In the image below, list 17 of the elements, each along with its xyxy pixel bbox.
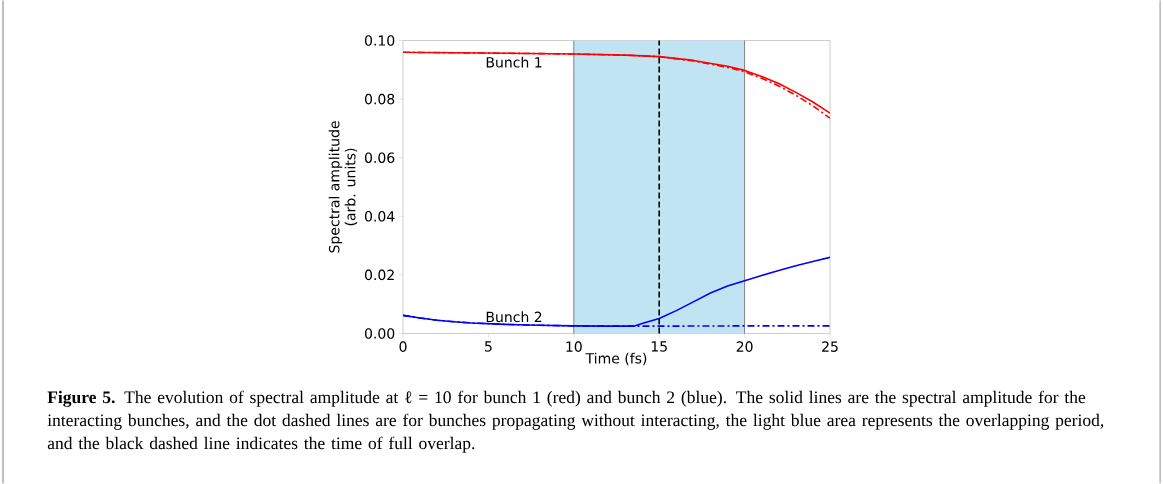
text: Figure 5. The evolution of spectral amplitude at ℓ = 10 for bunch 1 (red) and bunch 2 (blue). The solid lines are the spectral amplitude for the interacting bunches, and the dot dashed lines are for bunches propagating without interacting, the light blue area represents the overlapping period, and the black dashed line indicates the time of full overlap. (47, 390, 1104, 453)
x-tick-label: 15 (651, 341, 667, 352)
y-axis-title: Spectral amplitude (arb. units) (328, 121, 358, 253)
x-tick-label: 20 (736, 341, 753, 352)
y-tick-label: 0.02 (364, 269, 394, 281)
y-tick-label: 0.00 (364, 328, 395, 339)
annotation: Bunch 2 (486, 311, 542, 323)
y-tick-label: 0.10 (364, 35, 395, 46)
x-tick-label: 25 (822, 341, 838, 352)
x-axis-title: Time (fs) (585, 352, 647, 366)
y-tick-label: 0.04 (364, 210, 395, 222)
annotation: Bunch 1 (486, 56, 542, 68)
y-tick-label: 0.08 (364, 93, 395, 105)
x-tick-label: 0 (399, 341, 407, 352)
x-tick-label: 10 (566, 341, 582, 352)
y-tick-label: 0.06 (364, 152, 395, 163)
x-tick-label: 5 (485, 341, 492, 352)
